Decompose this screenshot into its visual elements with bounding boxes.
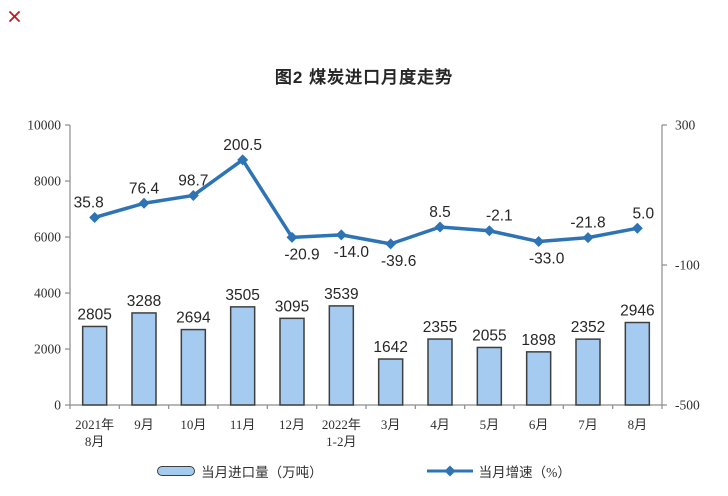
x-category-label: 8月 bbox=[628, 417, 648, 432]
x-category-label: 2022年 1-2月 bbox=[322, 417, 361, 449]
y-axis-left-label: 8000 bbox=[34, 174, 61, 189]
x-category-label: 4月 bbox=[430, 417, 450, 432]
bar-value-label: 2055 bbox=[472, 327, 506, 344]
bar bbox=[131, 312, 157, 406]
y-axis-left-label: 6000 bbox=[34, 230, 61, 245]
x-category-label: 2021年 8月 bbox=[75, 417, 114, 449]
y-axis-left-label: 10000 bbox=[27, 118, 61, 133]
bar-value-label: 2805 bbox=[77, 306, 111, 323]
legend-label-growth: 当月增速（%） bbox=[478, 465, 571, 480]
line-value-label: -20.9 bbox=[284, 246, 319, 263]
bar bbox=[476, 346, 503, 406]
line-marker-icon bbox=[582, 232, 594, 244]
y-axis-left-label: 0 bbox=[54, 398, 61, 413]
line-value-label: -14.0 bbox=[334, 244, 370, 261]
line-value-label: -39.6 bbox=[381, 253, 416, 270]
x-category-label: 11月 bbox=[230, 417, 256, 432]
x-category-label: 7月 bbox=[578, 417, 598, 432]
bar bbox=[427, 338, 453, 406]
line-marker-icon bbox=[483, 225, 495, 237]
bar-value-label: 1642 bbox=[373, 339, 407, 356]
line-marker-icon bbox=[533, 236, 545, 248]
legend-item-growth: 当月增速（%） bbox=[426, 461, 571, 481]
line-marker-icon bbox=[286, 231, 298, 243]
bar bbox=[624, 321, 651, 406]
line-value-label: 35.8 bbox=[74, 194, 104, 211]
line-value-label: 98.7 bbox=[178, 172, 208, 189]
line-marker-icon bbox=[237, 154, 249, 166]
y-axis-left-label: 4000 bbox=[34, 286, 61, 301]
bar bbox=[180, 328, 207, 406]
bar bbox=[328, 305, 355, 406]
chart-title: 图2 煤炭进口月度走势 bbox=[274, 68, 454, 87]
line-marker-icon bbox=[335, 229, 347, 241]
line-value-label: -21.8 bbox=[570, 215, 605, 232]
line-value-label: 76.4 bbox=[129, 180, 160, 197]
bar bbox=[377, 358, 404, 406]
line-value-label: 8.5 bbox=[429, 204, 451, 221]
y-axis-right-label: 300 bbox=[675, 118, 696, 133]
x-category-label: 12月 bbox=[279, 417, 305, 432]
bar-series-swatch-icon bbox=[157, 466, 196, 476]
x-category-label: 5月 bbox=[480, 417, 500, 432]
line-value-label: 200.5 bbox=[223, 137, 262, 154]
bar-value-label: 1898 bbox=[521, 332, 555, 349]
y-axis-left-label: 2000 bbox=[34, 342, 61, 357]
bar-value-label: 2694 bbox=[176, 310, 211, 327]
line-marker-icon bbox=[434, 221, 446, 233]
bar-value-label: 3539 bbox=[324, 286, 358, 303]
bar-value-label: 3288 bbox=[127, 293, 161, 310]
bar-value-label: 2355 bbox=[423, 319, 457, 336]
bar bbox=[525, 351, 552, 406]
line-marker-icon bbox=[138, 197, 150, 209]
x-category-label: 6月 bbox=[529, 417, 549, 432]
bar-value-label: 3505 bbox=[225, 287, 259, 304]
bar bbox=[575, 338, 601, 406]
x-category-label: 10月 bbox=[180, 417, 206, 432]
bar-value-label: 2946 bbox=[620, 303, 654, 320]
line-value-label: 5.0 bbox=[633, 205, 655, 222]
x-category-label: 3月 bbox=[381, 417, 401, 432]
growth-line bbox=[94, 158, 638, 246]
bar-value-label: 3095 bbox=[275, 298, 309, 315]
bar-value-label: 2352 bbox=[571, 319, 605, 336]
bar bbox=[279, 317, 305, 406]
y-axis-right-label: -100 bbox=[675, 258, 700, 273]
line-value-label: -33.0 bbox=[529, 251, 565, 268]
broken-image-icon bbox=[9, 11, 20, 22]
line-marker-icon bbox=[385, 238, 397, 250]
line-marker-icon bbox=[631, 222, 643, 234]
x-category-label: 9月 bbox=[134, 417, 154, 432]
legend-item-imports: 当月进口量（万吨） bbox=[157, 461, 323, 481]
legend-label-imports: 当月进口量（万吨） bbox=[201, 465, 323, 480]
line-marker-icon bbox=[187, 189, 199, 201]
y-axis-right-label: -500 bbox=[675, 398, 700, 413]
line-marker-icon bbox=[89, 211, 101, 223]
bar bbox=[81, 325, 108, 406]
bar bbox=[229, 306, 256, 406]
chart-legend: 当月进口量（万吨） 当月增速（%） bbox=[0, 459, 728, 483]
line-series-swatch-icon bbox=[426, 465, 473, 477]
line-value-label: -2.1 bbox=[486, 208, 513, 225]
